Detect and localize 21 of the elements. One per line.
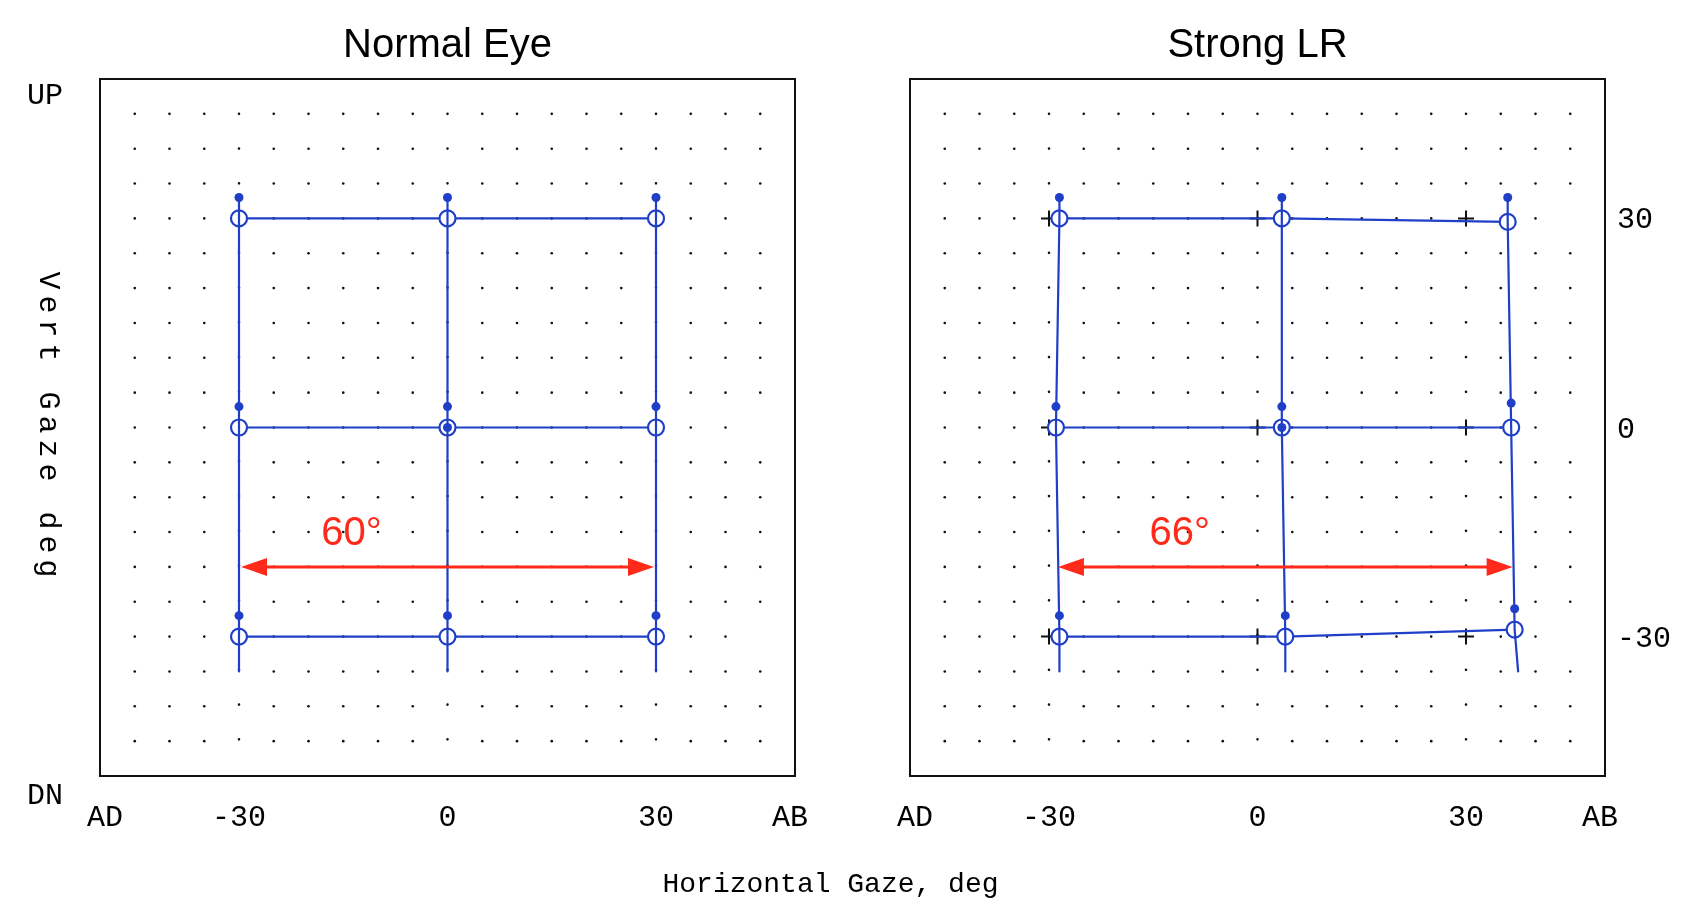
text: AB [771,801,809,835]
y2-tick-label: 30 [1617,203,1654,238]
annotation: 60° [321,508,382,553]
annotation: 66° [1149,508,1211,553]
y-axis-title: Vert Gaze deg [31,271,65,584]
x-tick-label: -30 [211,801,267,835]
text: AD [896,801,934,835]
x-tick-label: 30 [637,801,675,835]
text: AB [1581,801,1619,835]
chart-title: Normal Eye [343,21,552,65]
x-axis-title: Horizontal Gaze, deg [662,869,999,900]
text: UP [26,79,64,113]
y2-tick-label: 0 [1617,412,1636,447]
text: AD [86,801,124,835]
y2-tick-label: -30 [1617,621,1672,656]
text: DN [26,779,64,813]
chart-title: Strong LR [1167,21,1348,65]
x-tick-label: -30 [1021,801,1077,835]
x-tick-label: 0 [1248,801,1267,835]
x-tick-label: 30 [1447,801,1485,835]
x-tick-label: 0 [438,801,457,835]
